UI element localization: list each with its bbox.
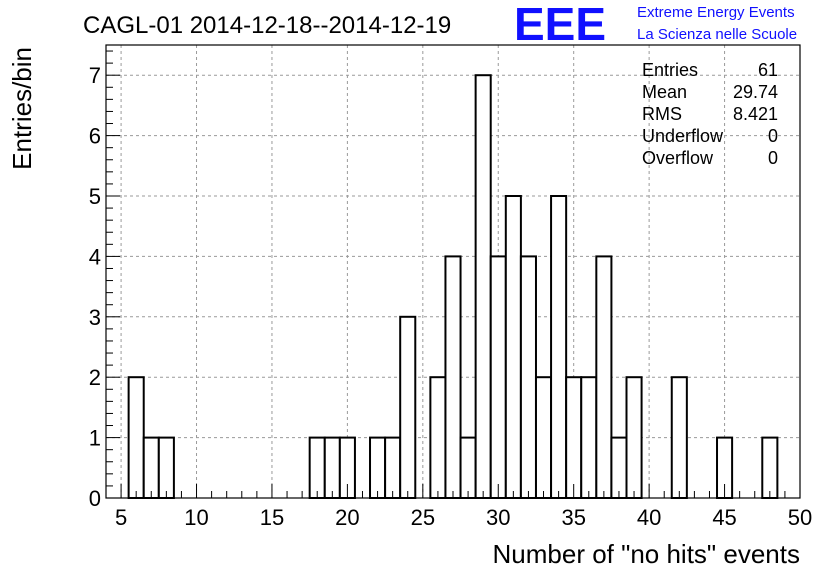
histogram-bar: [127, 376, 145, 500]
x-tick-label: 30: [486, 505, 510, 530]
y-tick-label: 4: [89, 244, 101, 269]
histogram-bar: [459, 436, 477, 500]
y-tick-label: 3: [89, 305, 101, 330]
stat-label: Entries: [642, 60, 698, 80]
stat-label: Overflow: [642, 148, 714, 168]
histogram-bar: [399, 315, 417, 499]
y-tick-label: 2: [89, 365, 101, 390]
x-tick-label: 15: [260, 505, 284, 530]
y-tick-label: 5: [89, 184, 101, 209]
histogram-bar: [610, 436, 628, 500]
histogram-bar: [142, 436, 160, 500]
stat-label: Underflow: [642, 126, 724, 146]
stats-box: Entries 61 Mean 29.74 RMS 8.421 Underflow 0 Over…: [642, 60, 778, 168]
y-tick-label: 0: [89, 486, 101, 511]
histogram-bar: [534, 376, 553, 500]
x-tick-label: 10: [184, 505, 208, 530]
histogram-bar: [384, 436, 402, 500]
histogram-bar: [519, 255, 537, 499]
axis-ticks: [105, 50, 801, 499]
y-tick-label: 6: [89, 124, 101, 149]
x-tick-label: 50: [788, 505, 812, 530]
x-tick-label: 40: [637, 505, 661, 530]
stat-value: 0: [768, 148, 778, 168]
logo-line-1: Extreme Energy Events: [637, 4, 795, 21]
histogram-bar: [308, 436, 326, 500]
logo-mark: EEE: [514, 0, 606, 50]
x-tick-label: 20: [335, 505, 359, 530]
x-tick-label: 35: [561, 505, 585, 530]
chart-title: CAGL-01 2014-12-18--2014-12-19: [83, 12, 451, 39]
histogram-bar: [625, 376, 643, 500]
histogram-bar: [323, 436, 341, 500]
histogram-bars: [127, 74, 779, 500]
histogram-bar: [444, 255, 462, 499]
stat-label: Mean: [642, 82, 687, 102]
histogram-bar: [369, 436, 387, 500]
x-axis-title: Number of "no hits" events: [493, 539, 801, 569]
stat-value: 29.74: [733, 82, 778, 102]
x-tick-label: 45: [712, 505, 736, 530]
logo-line-2: La Scienza nelle Scuole: [637, 26, 797, 43]
stat-value: 8.421: [733, 104, 778, 124]
histogram-bar: [761, 436, 779, 500]
histogram-bar: [429, 376, 447, 500]
histogram-bar: [670, 376, 688, 500]
eee-logo: EEE Extreme Energy Events La Scienza nel…: [514, 0, 797, 50]
histogram-bar: [504, 195, 522, 499]
stat-value: 61: [758, 60, 778, 80]
histogram-bar: [489, 255, 507, 499]
histogram-bar: [565, 376, 583, 500]
histogram-bar: [595, 255, 613, 499]
x-tick-label: 25: [411, 505, 435, 530]
x-tick-label: 5: [115, 505, 127, 530]
histogram-bar: [157, 436, 175, 500]
stat-label: RMS: [642, 104, 682, 124]
y-tick-label: 7: [89, 63, 101, 88]
stat-value: 0: [768, 126, 778, 146]
y-axis-title: Entries/bin: [7, 47, 37, 170]
y-tick-label: 1: [89, 426, 101, 451]
histogram-bar: [474, 74, 492, 499]
histogram-bar: [550, 195, 568, 499]
histogram-bar: [580, 376, 598, 500]
